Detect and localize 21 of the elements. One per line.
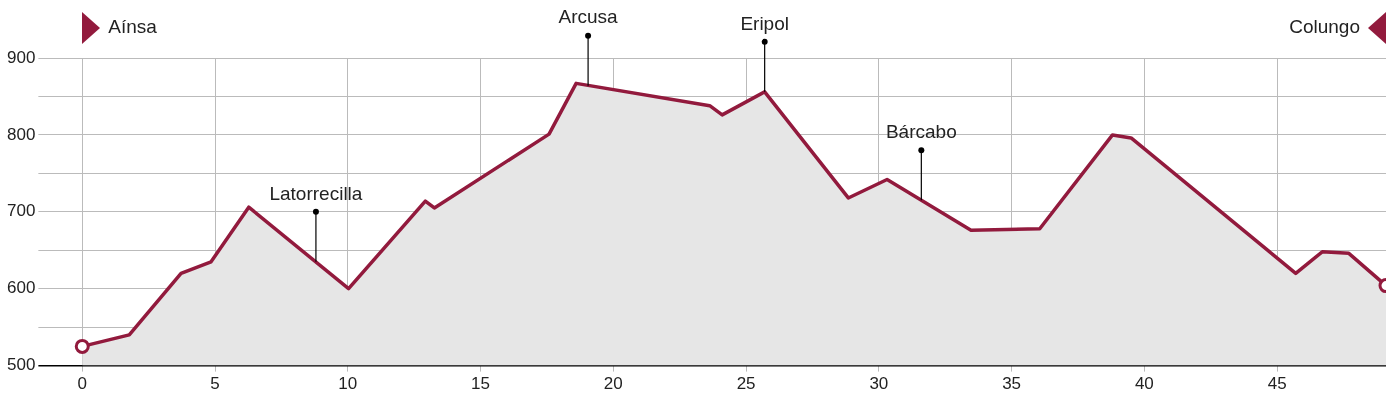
y-tick-label: 700 [6,201,36,221]
x-tick-label: 10 [338,374,358,394]
annotation: Latorrecilla [269,182,363,204]
x-tick-label: 5 [210,374,220,394]
x-tick-label: 25 [736,374,756,394]
x-tick-label: 15 [471,374,491,394]
x-tick-label: 40 [1134,374,1154,394]
x-tick-label: 20 [603,374,623,394]
y-tick-label: 600 [6,278,36,298]
text: Aínsa [108,16,158,38]
x-tick-label: 0 [77,374,87,394]
y-tick-label: 800 [6,124,36,144]
annotation: Arcusa [558,6,619,28]
annotation: Bárcabo [885,121,957,142]
x-tick-label: 30 [869,374,889,394]
y-tick-label: 900 [6,47,36,67]
text: Colungo [1289,16,1360,38]
y-tick-label: 500 [6,355,36,375]
annotation: Eripol [740,12,789,34]
x-tick-label: 35 [1002,374,1022,394]
x-tick-label: 45 [1267,374,1287,394]
